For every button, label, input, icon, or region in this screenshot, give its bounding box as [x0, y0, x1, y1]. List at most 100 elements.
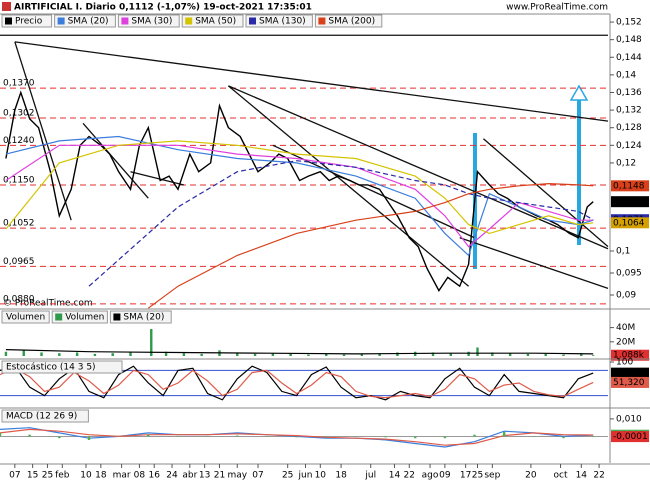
- bar: [562, 354, 565, 356]
- bar: [0, 432, 2, 437]
- legend-box: [245, 14, 313, 28]
- bar: [28, 434, 31, 437]
- bar: [75, 352, 79, 356]
- legend-label: SMA (30): [131, 17, 172, 27]
- bar: [580, 353, 583, 356]
- panel-title: MACD (12 26 9): [6, 412, 77, 422]
- value-flag-label: 0,1112: [613, 197, 645, 207]
- legend-swatch: [185, 17, 193, 25]
- x-tick-label: 07: [252, 471, 263, 481]
- bar: [22, 350, 25, 356]
- x-tick-label: 07: [9, 471, 20, 481]
- bar: [532, 436, 536, 437]
- x-tick-label: 17: [460, 471, 471, 481]
- value-flag: [611, 196, 649, 208]
- series-line: [0, 365, 594, 401]
- x-tick-label: 22: [404, 471, 415, 481]
- y-tick-label: 100: [616, 358, 633, 368]
- y-tick-label: 0,14: [616, 70, 636, 80]
- y-tick-label: 0,136: [616, 88, 642, 98]
- trendline: [483, 138, 609, 248]
- bar: [200, 353, 203, 356]
- bar: [40, 352, 43, 356]
- bar: [526, 353, 530, 356]
- legend-swatch: [318, 17, 326, 25]
- trendline: [130, 171, 185, 186]
- legend-box: [181, 14, 244, 28]
- bar: [473, 434, 476, 437]
- series-line: [0, 427, 594, 448]
- bar: [253, 353, 257, 356]
- bar: [414, 436, 417, 439]
- annotation-arrow: [577, 100, 581, 245]
- bar: [325, 353, 328, 356]
- panel-title: Volumen: [6, 313, 45, 323]
- bar: [502, 432, 506, 437]
- legend-label: SMA (50): [195, 17, 236, 27]
- watermark: © ProRealTime.com: [3, 299, 93, 309]
- bar: [58, 436, 61, 439]
- bar: [342, 354, 346, 356]
- y-tick-label: 0,124: [616, 141, 642, 151]
- bar: [396, 352, 399, 356]
- x-tick-label: 25: [472, 471, 483, 481]
- bar: [443, 436, 447, 439]
- bar: [591, 355, 595, 356]
- level-label: 0,1370: [3, 79, 35, 89]
- series-line: [147, 182, 594, 309]
- legend-box: [109, 310, 172, 324]
- legend-box: [1, 310, 50, 324]
- bar: [147, 434, 150, 437]
- x-tick-label: jun: [298, 471, 313, 481]
- x-tick-label: 10: [80, 471, 92, 481]
- series-line: [0, 367, 594, 399]
- legend-box: [1, 409, 89, 423]
- x-tick-label: mar: [113, 471, 131, 481]
- bar: [476, 347, 479, 356]
- x-tick-label: 21: [214, 471, 225, 481]
- x-tick-label: 18: [95, 471, 107, 481]
- bar: [562, 436, 565, 439]
- value-flag: [611, 217, 649, 229]
- arrow-head: [569, 84, 589, 101]
- x-tick-label: abr: [182, 471, 197, 481]
- legend-swatch: [55, 313, 63, 321]
- series-line: [0, 428, 594, 446]
- bar: [360, 353, 364, 356]
- bar: [544, 353, 547, 356]
- trendline: [14, 41, 609, 122]
- series-line: [88, 160, 594, 287]
- bar: [295, 436, 298, 438]
- x-tick-label: 18: [335, 471, 347, 481]
- y-tick-label: 0,010: [616, 414, 642, 424]
- legend-label: SMA (20): [123, 313, 164, 323]
- bar: [307, 354, 310, 356]
- trendline: [272, 144, 475, 239]
- bar: [289, 353, 292, 356]
- trendline: [82, 122, 149, 199]
- x-tick-label: 24: [166, 471, 178, 481]
- legend-swatch: [57, 17, 65, 25]
- x-tick-label: 15: [27, 471, 38, 481]
- header-site: www.ProRealTime.com: [506, 3, 608, 13]
- bar: [431, 352, 435, 356]
- y-tick-label: 20M: [616, 337, 635, 347]
- bar: [236, 352, 239, 356]
- x-tick-label: feb: [55, 471, 70, 481]
- value-flag-label: 1.088k: [613, 351, 645, 361]
- legend-box: [314, 14, 383, 28]
- y-tick-label: 0,144: [616, 53, 642, 63]
- level-label: 0,1052: [3, 219, 35, 229]
- x-tick-label: ago: [422, 471, 439, 481]
- value-flag: [611, 376, 649, 388]
- bar: [378, 353, 381, 356]
- x-tick-label: may: [227, 471, 247, 481]
- bar: [164, 351, 168, 356]
- legend-swatch: [5, 17, 12, 25]
- x-tick-label: 16: [148, 471, 160, 481]
- x-tick-label: 13: [199, 471, 210, 481]
- bar: [325, 436, 328, 438]
- y-tick-label: 0,095: [616, 268, 642, 278]
- level-label: 0,1150: [3, 175, 35, 185]
